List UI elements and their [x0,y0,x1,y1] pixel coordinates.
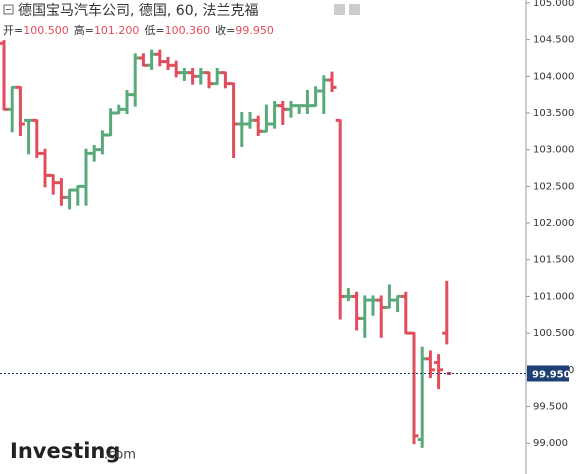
ohlc-value: 101.200 [94,24,140,37]
ohlc-label: 高= [74,23,94,37]
ohlc-label: 低= [144,24,164,37]
ohlc-label: 收= [215,23,235,37]
y-tick-label: 104.000 [533,71,574,82]
y-tick-label: 105.000 [533,0,574,9]
y-tick-label: 100.500 [533,328,574,339]
ohlc-label: 开= [3,24,23,37]
y-tick-label: 102.000 [533,218,574,229]
last-price-box [527,365,569,382]
logo-suffix: .com [104,448,136,463]
logo: Investing [10,439,120,463]
settings-icon[interactable] [349,4,360,15]
ohlc-value: 100.360 [165,24,211,37]
y-tick-label: 101.500 [533,255,574,266]
y-tick-label: 101.000 [533,291,574,302]
y-tick-label: 102.500 [533,181,574,192]
y-tick-label: 99.000 [533,438,568,449]
ohlc-value: 100.500 [23,24,69,37]
y-tick-label: 103.500 [533,108,574,119]
y-tick-label: 99.500 [533,401,568,412]
ohlc-value: 99.950 [235,24,274,37]
chart-title: 德国宝马汽车公司, 德国, 60, 法兰克福 [18,2,259,19]
last-price-label: 99.950 [532,369,571,380]
settings-icon[interactable] [334,4,345,15]
y-tick-label: 104.500 [533,35,574,46]
collapse-icon[interactable] [3,4,14,15]
y-tick-label: 103.000 [533,145,574,156]
